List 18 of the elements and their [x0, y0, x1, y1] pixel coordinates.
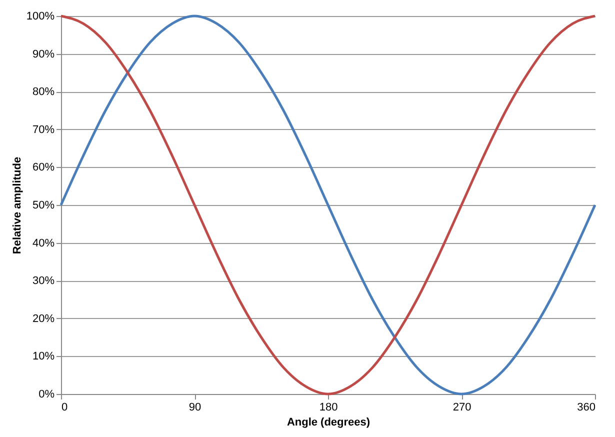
y-tick-label: 100% — [26, 10, 55, 22]
x-tick-label: 180 — [319, 402, 338, 414]
y-tick-label: 60% — [32, 162, 55, 174]
y-tick-label: 90% — [32, 48, 55, 60]
y-tick-label: 40% — [32, 237, 55, 250]
y-tick-label: 80% — [32, 86, 55, 98]
y-tick-label: 10% — [32, 350, 55, 363]
y-tick-label: 70% — [32, 124, 55, 136]
x-tick-label: 0 — [62, 402, 68, 414]
y-tick-label: 0% — [38, 388, 55, 400]
y-tick-label: 30% — [32, 275, 55, 288]
x-axis-title: Angle (degrees) — [286, 416, 370, 428]
y-tick-label: 50% — [32, 200, 55, 212]
x-tick-label: 360 — [577, 402, 596, 414]
y-tick-label: 20% — [32, 312, 55, 325]
x-tick-label: 90 — [188, 402, 202, 414]
y-axis-title: Relative amplitude — [11, 156, 24, 254]
x-tick-label: 270 — [452, 402, 472, 414]
